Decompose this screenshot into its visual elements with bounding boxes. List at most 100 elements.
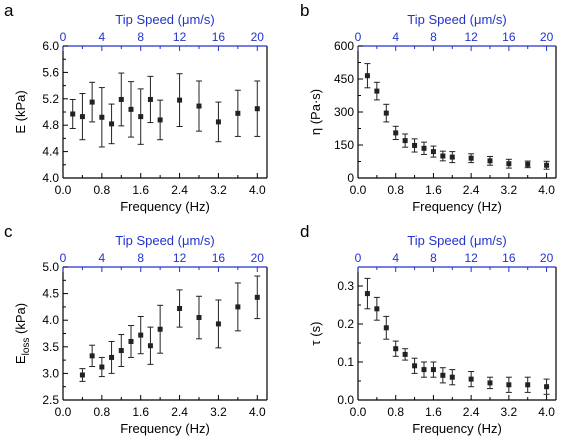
data-point — [440, 153, 446, 159]
data-point — [506, 161, 512, 167]
panel-c: 0.0 0.8 1.6 2.4 3.2 4.0 0 4 8 12 16 20 2.5 3.0 3.5 4.0 4… — [4, 222, 268, 436]
top-tick-label: 4 — [99, 30, 106, 44]
top-tick-label: 12 — [464, 251, 478, 265]
top-tick-label: 8 — [430, 251, 437, 265]
y-tick-label: 4.4 — [42, 145, 59, 159]
top-tick-label: 16 — [212, 251, 226, 265]
panel-letter: d — [300, 222, 309, 241]
top-axis-label: Tip Speed (μm/s) — [407, 12, 506, 27]
top-tick-label: 16 — [502, 30, 516, 44]
x-tick-label: 2.4 — [171, 405, 188, 419]
x-tick-label: 2.4 — [463, 183, 480, 197]
x-tick-label: 3.2 — [210, 405, 227, 419]
x-tick-label: 1.6 — [425, 183, 442, 197]
top-tick-label: 0 — [355, 251, 362, 265]
data-point — [421, 145, 427, 151]
y-axis-label: η (Pa·s) — [308, 89, 323, 135]
y-tick-label: 3.5 — [42, 340, 59, 354]
data-point — [468, 155, 474, 161]
y-tick-label: 3.0 — [42, 366, 59, 380]
y-tick-label: 5.2 — [42, 92, 59, 106]
top-axis-label: Tip Speed (μm/s) — [115, 12, 214, 27]
data-point — [449, 374, 455, 380]
y-tick-label: 600 — [334, 39, 354, 53]
top-tick-label: 12 — [173, 251, 187, 265]
top-tick-label: 12 — [464, 30, 478, 44]
data-point — [89, 99, 95, 105]
data-point — [196, 103, 202, 109]
x-tick-label: 0.8 — [94, 183, 111, 197]
data-point — [383, 110, 389, 116]
x-tick-label: 1.6 — [132, 183, 149, 197]
data-point — [544, 384, 550, 390]
top-tick-label: 20 — [251, 251, 265, 265]
panel-a: 0.0 0.8 1.6 2.4 3.2 4.0 0 4 8 12 16 20 4.0 4.4 4.8 5.2 5… — [4, 1, 268, 214]
data-point — [440, 372, 446, 378]
data-point — [383, 325, 389, 331]
data-point — [157, 117, 163, 123]
data-point — [364, 73, 370, 79]
data-point — [525, 382, 531, 388]
y-tick-label: 0 — [347, 171, 354, 185]
data-point — [506, 382, 512, 388]
top-axis-label: Tip Speed (μm/s) — [407, 233, 506, 248]
data-point — [89, 353, 95, 359]
y-tick-label: 4.0 — [42, 171, 59, 185]
y-tick-label: 0.3 — [337, 279, 354, 293]
data-point — [421, 367, 427, 373]
y-tick-label: 6.0 — [42, 39, 59, 53]
y-axis-label: Eloss (kPa) — [13, 303, 32, 364]
top-tick-label: 0 — [60, 251, 67, 265]
top-tick-label: 12 — [173, 30, 187, 44]
data-point — [128, 338, 134, 344]
x-tick-label: 0.0 — [55, 405, 72, 419]
x-tick-label: 0.0 — [350, 405, 367, 419]
y-axis-label: τ (s) — [308, 322, 323, 346]
data-point — [254, 294, 260, 300]
data-point — [235, 110, 241, 116]
panel-letter: a — [4, 1, 14, 20]
data-point — [487, 158, 493, 164]
y-tick-label: 0.0 — [337, 393, 354, 407]
top-tick-label: 4 — [99, 251, 106, 265]
data-point — [79, 114, 85, 120]
top-tick-label: 8 — [137, 30, 144, 44]
data-point — [544, 162, 550, 168]
y-tick-label: 5.6 — [42, 65, 59, 79]
top-axis-label: Tip Speed (μm/s) — [115, 233, 214, 248]
data-point — [177, 97, 183, 103]
y-tick-label: 150 — [334, 138, 354, 152]
top-tick-label: 16 — [502, 251, 516, 265]
x-tick-label: 0.8 — [94, 405, 111, 419]
x-tick-label: 2.4 — [463, 405, 480, 419]
y-tick-label: 0.1 — [337, 355, 354, 369]
top-tick-label: 0 — [355, 30, 362, 44]
y-tick-label: 4.0 — [42, 313, 59, 327]
data-point — [138, 114, 144, 120]
data-point — [215, 119, 221, 125]
data-point — [79, 372, 85, 378]
x-axis-label: Frequency (Hz) — [412, 421, 502, 436]
x-tick-label: 4.0 — [249, 183, 266, 197]
data-point — [402, 138, 408, 144]
top-tick-label: 16 — [212, 30, 226, 44]
x-tick-label: 4.0 — [538, 183, 555, 197]
top-tick-label: 0 — [60, 30, 67, 44]
x-tick-label: 3.2 — [210, 183, 227, 197]
data-point — [430, 367, 436, 373]
x-tick-label: 0.8 — [387, 183, 404, 197]
data-point — [393, 130, 399, 136]
data-point — [157, 326, 163, 332]
x-tick-label: 0.0 — [55, 183, 72, 197]
top-tick-label: 20 — [540, 30, 554, 44]
y-tick-label: 4.8 — [42, 118, 59, 132]
data-point — [147, 96, 153, 102]
x-tick-label: 3.2 — [501, 405, 518, 419]
x-tick-label: 1.6 — [425, 405, 442, 419]
panel-letter: c — [4, 222, 13, 241]
top-tick-label: 8 — [430, 30, 437, 44]
data-point — [468, 376, 474, 382]
panel-letter: b — [300, 1, 309, 20]
x-tick-label: 3.2 — [501, 183, 518, 197]
